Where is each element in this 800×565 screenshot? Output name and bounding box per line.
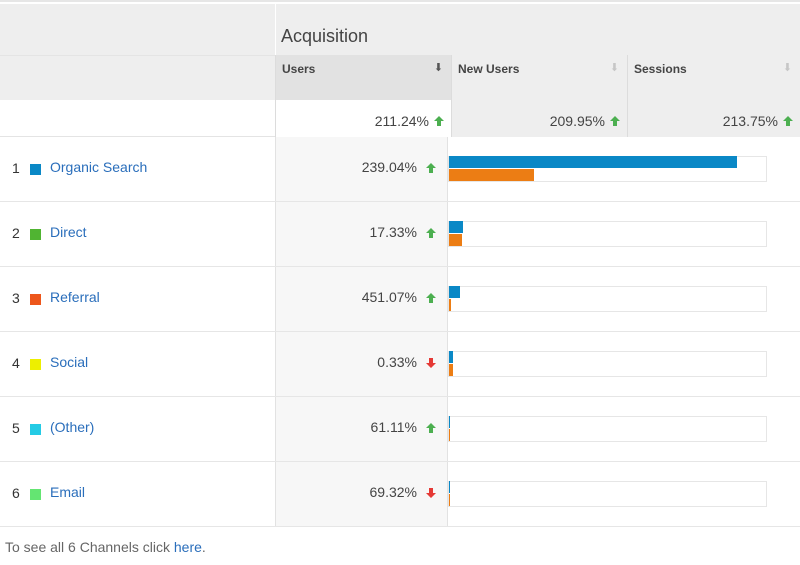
users-change-value: 0.33% [377,354,417,370]
bar-series-2 [449,299,451,311]
table-row: 4 Social 0.33% [0,332,800,397]
users-change-value: 451.07% [361,289,417,305]
legend-swatch-icon [30,229,41,240]
bar-series-1 [449,481,451,493]
total-value: 211.24% [374,113,429,129]
trend-up-icon [426,228,436,238]
users-change-value: 17.33% [369,224,417,240]
table-row: 1 Organic Search 239.04% [0,137,800,202]
legend-swatch-icon [30,164,41,175]
users-change-value: 239.04% [361,159,417,175]
bar-series-1 [449,221,463,233]
row-rank: 3 [12,290,20,306]
total-value: 209.95% [549,113,605,129]
comparison-bar-chart [448,351,767,377]
footer-suffix: . [201,539,206,555]
channel-link[interactable]: Referral [50,289,100,305]
users-change-value: 69.32% [369,484,417,500]
users-change-cell: 61.11% [275,397,448,461]
trend-up-icon [610,116,620,126]
trend-up-icon [426,293,436,303]
sort-down-arrow-icon[interactable]: ⬇ [433,62,443,74]
table-row: 6 Email 69.32% [0,462,800,527]
comparison-bar-chart [448,416,767,442]
bar-series-2 [449,364,453,376]
column-header-new-users[interactable]: New Users ⬇ [451,55,627,100]
row-rank: 1 [12,160,20,176]
group-header [276,4,800,55]
users-change-cell: 239.04% [275,137,448,201]
bar-series-1 [449,286,460,298]
bar-series-1 [449,156,738,168]
row-rank: 6 [12,485,20,501]
trend-down-icon [426,358,436,368]
sort-down-arrow-icon[interactable]: ⬇ [782,62,792,74]
comparison-bar-chart [448,286,767,312]
totals-label-cell [0,100,275,137]
column-header-users[interactable]: Users ⬇ [275,55,451,100]
sort-down-arrow-icon[interactable]: ⬇ [609,62,619,74]
see-all-link[interactable]: here [173,539,202,555]
footer-note: To see all 6 Channels click here. [5,539,206,555]
users-change-cell: 451.07% [275,267,448,331]
total-value: 213.75% [722,113,778,129]
channel-link[interactable]: Direct [50,224,87,240]
legend-swatch-icon [30,294,41,305]
group-title: Acquisition [281,26,369,46]
column-header-sessions[interactable]: Sessions ⬇ [627,55,800,100]
footer-text: To see all 6 Channels click [5,539,174,555]
trend-up-icon [434,116,444,126]
table-row: 2 Direct 17.33% [0,202,800,267]
users-change-cell: 17.33% [275,202,448,266]
table-row: 3 Referral 451.07% [0,267,800,332]
users-change-cell: 69.32% [275,462,448,526]
trend-up-icon [426,423,436,433]
table-row: 5 (Other) 61.11% [0,397,800,462]
row-rank: 4 [12,355,20,371]
users-change-value: 61.11% [370,419,417,435]
column-label: Sessions [634,62,687,76]
bar-series-2 [449,494,451,506]
column-label: New Users [458,62,520,76]
channel-link[interactable]: Email [50,484,86,500]
trend-down-icon [426,488,436,498]
channel-link[interactable]: Organic Search [50,159,148,175]
bar-series-2 [449,429,451,441]
column-label: Users [282,62,316,76]
dimension-header [0,4,275,100]
trend-up-icon [426,163,436,173]
channel-link[interactable]: Social [50,354,89,370]
bar-series-1 [449,351,453,363]
legend-swatch-icon [30,359,41,370]
users-change-cell: 0.33% [275,332,448,396]
trend-up-icon [783,116,793,126]
comparison-bar-chart [448,221,767,247]
bar-series-1 [449,416,451,428]
bar-series-2 [449,234,462,246]
legend-swatch-icon [30,489,41,500]
comparison-bar-chart [448,156,767,182]
comparison-bar-chart [448,481,767,507]
channel-link[interactable]: (Other) [50,419,95,435]
total-users: 211.24% [275,100,451,137]
top-border [0,0,800,2]
total-sessions: 213.75% [627,100,800,137]
total-new-users: 209.95% [451,100,627,137]
legend-swatch-icon [30,424,41,435]
bar-series-2 [449,169,535,181]
row-rank: 2 [12,225,20,241]
row-rank: 5 [12,420,20,436]
